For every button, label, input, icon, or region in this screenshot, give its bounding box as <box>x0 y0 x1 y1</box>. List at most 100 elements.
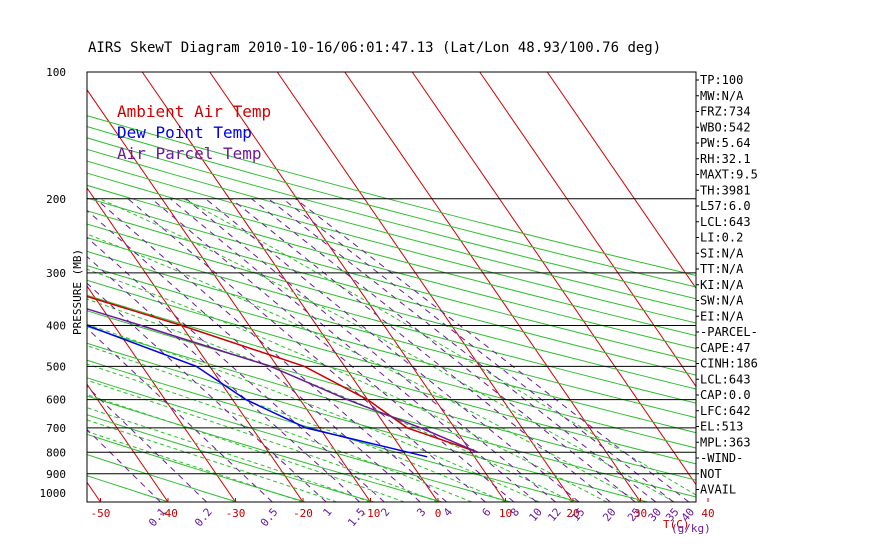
mixing-ratio-line <box>127 198 486 502</box>
dry-adiabat-line <box>87 237 696 404</box>
bottom-temp-tick-label: -50 <box>91 507 111 520</box>
moist-adiabat-line <box>87 323 540 502</box>
side-panel-value: TH:3981 <box>700 183 751 197</box>
dry-adiabat-line <box>87 414 375 502</box>
dry-adiabat-line <box>87 294 696 465</box>
mixing-ratio-tick-label: 0.2 <box>192 506 215 530</box>
pressure-tick-label: 900 <box>46 468 66 481</box>
side-panel-value: LCL:643 <box>700 372 751 386</box>
side-panel-value: LCL:643 <box>700 215 751 229</box>
side-panel-value: LFC:642 <box>700 404 751 418</box>
mixing-ratio-line <box>87 255 361 502</box>
side-panel-value: FRZ:734 <box>700 105 751 119</box>
mixing-ratio-tick-label: 0.5 <box>258 506 281 530</box>
isotherm-line <box>276 72 574 502</box>
pressure-tick-label: 500 <box>46 360 66 373</box>
y-axis-label: PRESSURE (MB) <box>71 249 84 335</box>
side-panel-value: L57:6.0 <box>700 199 751 213</box>
mixing-ratio-line <box>87 327 273 502</box>
isotherm-line <box>344 72 641 502</box>
pressure-tick-label: 400 <box>46 320 66 333</box>
mixing-ratio-tick-label: 30 <box>646 506 664 525</box>
pressure-tick-label: 100 <box>46 66 66 79</box>
dry-adiabat-line <box>87 250 696 419</box>
dry-adiabat-line <box>87 342 648 502</box>
legend-item: Air Parcel Temp <box>117 144 262 163</box>
side-panel-value: PW:5.64 <box>700 136 751 150</box>
bottom-temp-tick-label: -20 <box>293 507 313 520</box>
dry-adiabat-line <box>87 184 696 350</box>
chart-title: AIRS SkewT Diagram 2010-10-16/06:01:47.1… <box>88 40 661 56</box>
mixing-ratio-line <box>87 282 327 502</box>
isotherm-line <box>411 72 696 486</box>
bottom-temp-tick-label: 30 <box>634 507 647 520</box>
pressure-tick-label: 600 <box>46 394 66 407</box>
mixing-ratio-line <box>87 385 207 502</box>
isotherm-line <box>87 481 101 502</box>
ambient-temp-line <box>87 295 479 454</box>
pressure-tick-label: 300 <box>46 267 66 280</box>
isotherm-line <box>87 187 304 502</box>
mixing-ratio-tick-label: 10 <box>526 506 544 525</box>
bottom-temp-tick-label: 10 <box>499 507 512 520</box>
dry-adiabat-line <box>87 433 306 502</box>
dry-adiabat-line <box>87 210 696 376</box>
dry-adiabat-line <box>87 126 696 288</box>
legend: Ambient Air Temp Dew Point Temp Air Parcel… <box>117 102 271 163</box>
dry-adiabat-line <box>87 137 696 300</box>
bottom-temp-tick-label: -40 <box>158 507 178 520</box>
dry-adiabat-line <box>87 310 696 481</box>
moist-adiabat-line <box>87 363 472 502</box>
moist-adiabat-line <box>183 198 696 496</box>
isotherm-line <box>87 285 236 502</box>
side-panel-value: SI:N/A <box>700 246 744 260</box>
mixing-ratio-line <box>251 198 636 502</box>
side-panel-value: MW:N/A <box>700 89 744 103</box>
mixing-ratio-tick-label: 1 <box>320 506 334 519</box>
side-panel-value: TP:100 <box>700 73 743 87</box>
side-panel-value: CAP:0.0 <box>700 388 751 402</box>
mixing-ratio-line <box>295 198 690 502</box>
side-panel-value: KI:N/A <box>700 278 744 292</box>
temp-unit-label: T(C) <box>663 518 690 531</box>
pressure-tick-label: 700 <box>46 422 66 435</box>
side-panel-value: MAXT:9.5 <box>700 168 758 182</box>
side-panel-value: -WIND- <box>700 451 743 465</box>
dry-adiabat-line <box>87 160 696 324</box>
moist-adiabat-line <box>99 198 675 502</box>
side-panel-value: NOT <box>700 467 722 481</box>
mixing-ratio-line <box>230 198 611 502</box>
legend-item: Ambient Air Temp <box>117 102 271 121</box>
side-panel-value: CAPE:47 <box>700 341 751 355</box>
data-layer <box>87 295 479 458</box>
moist-adiabat-line <box>87 268 608 502</box>
mixing-ratio-line <box>87 428 161 502</box>
isotherm-line <box>0 72 33 502</box>
moist-adiabat-line <box>87 419 337 502</box>
bottom-temp-tick-label: 0 <box>435 507 442 520</box>
dry-adiabat-line <box>87 377 511 502</box>
mixing-ratio-line <box>282 198 674 502</box>
legend-item: Dew Point Temp <box>117 123 252 142</box>
pressure-tick-label: 200 <box>46 193 66 206</box>
mixing-ratio-line <box>151 198 515 502</box>
pressure-tick-label: 1000 <box>40 487 67 500</box>
mixing-ratio-line <box>205 198 580 502</box>
dewpoint-line <box>87 324 428 458</box>
mixing-ratio-unit-label: (g/kg) <box>671 522 711 535</box>
dry-adiabat-line <box>87 395 443 502</box>
dry-adiabat-line <box>87 359 580 502</box>
isotherm-line <box>209 72 506 502</box>
dry-adiabat-line <box>87 115 696 276</box>
side-panel-value: AVAIL <box>700 483 736 497</box>
isotherm-line <box>141 72 439 502</box>
moist-adiabat-line <box>87 394 405 502</box>
side-panel-value: EL:513 <box>700 420 743 434</box>
side-panel-value: LI:0.2 <box>700 231 743 245</box>
mixing-ratio-line <box>268 198 657 502</box>
dry-adiabat-line <box>87 265 696 434</box>
mixing-ratio-line <box>185 198 556 502</box>
isotherm-line <box>479 72 696 388</box>
